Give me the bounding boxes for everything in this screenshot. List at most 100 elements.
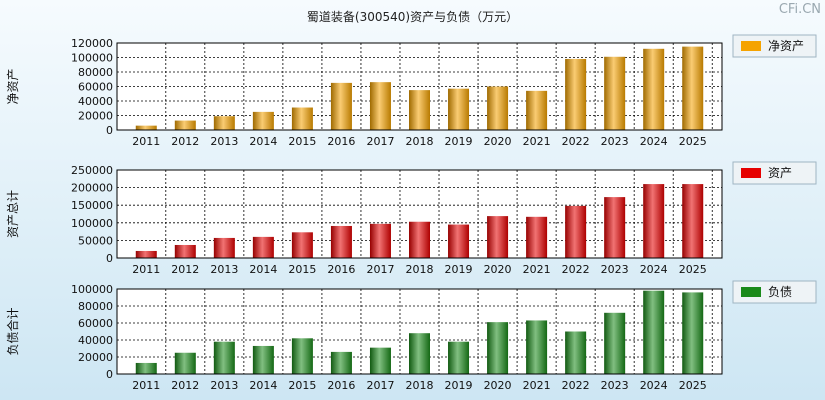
bar-2020: [487, 322, 509, 374]
x-tick-label: 2020: [484, 379, 512, 392]
bar-2022: [565, 331, 587, 374]
x-tick-label: 2013: [210, 263, 238, 276]
x-tick-label: 2022: [562, 379, 590, 392]
x-tick-label: 2025: [679, 135, 707, 148]
x-tick-label: 2024: [640, 263, 668, 276]
legend-label: 负债: [768, 285, 792, 299]
x-tick-label: 2019: [445, 135, 473, 148]
bar-2017: [369, 82, 391, 130]
bar-2023: [604, 197, 626, 258]
x-tick-label: 2019: [445, 379, 473, 392]
y-tick-label: 250000: [71, 164, 113, 177]
bar-2017: [369, 347, 391, 374]
y-tick-label: 0: [106, 252, 113, 265]
legend-label: 净资产: [768, 39, 804, 53]
y-tick-label: 80000: [78, 66, 113, 79]
x-tick-label: 2011: [132, 135, 160, 148]
bar-2013: [213, 341, 235, 374]
x-tick-label: 2016: [327, 379, 355, 392]
y-tick-label: 100000: [71, 52, 113, 65]
x-tick-label: 2014: [249, 379, 277, 392]
x-tick-label: 2012: [171, 135, 199, 148]
x-tick-label: 2014: [249, 263, 277, 276]
y-tick-label: 50000: [78, 234, 113, 247]
bar-2023: [604, 312, 626, 374]
bar-2013: [213, 237, 235, 258]
bar-2021: [526, 90, 548, 130]
x-tick-label: 2018: [406, 379, 434, 392]
bar-2018: [409, 221, 430, 258]
x-tick-label: 2024: [640, 135, 668, 148]
chart-title: 蜀道装备(300540)资产与负债（万元）: [306, 10, 519, 24]
y-tick-label: 20000: [78, 351, 113, 364]
legend-swatch: [741, 41, 761, 51]
bar-2019: [448, 88, 470, 130]
bar-2016: [330, 351, 352, 374]
y-tick-label: 80000: [78, 300, 113, 313]
x-tick-label: 2023: [601, 135, 629, 148]
bar-2011: [135, 125, 157, 130]
x-tick-label: 2017: [366, 263, 394, 276]
bar-2017: [369, 223, 391, 258]
legend-box: [732, 280, 817, 304]
y-tick-label: 40000: [78, 334, 113, 347]
x-tick-label: 2023: [601, 263, 629, 276]
bar-2015: [291, 107, 313, 130]
y-tick-label: 20000: [78, 110, 113, 123]
bar-2012: [174, 120, 196, 130]
bar-2025: [682, 292, 704, 374]
plot-frame: [116, 42, 723, 131]
bar-2015: [291, 232, 313, 258]
x-tick-label: 2015: [288, 263, 316, 276]
bar-2018: [409, 90, 430, 130]
y-tick-label: 40000: [78, 95, 113, 108]
watermark: CFi.CN: [778, 2, 821, 17]
x-tick-label: 2016: [327, 135, 355, 148]
x-tick-label: 2015: [288, 379, 316, 392]
legend-label: 资产: [768, 166, 792, 180]
plot-frame: [116, 169, 723, 259]
bar-2022: [565, 58, 587, 131]
x-tick-label: 2011: [132, 379, 160, 392]
x-tick-label: 2022: [562, 263, 590, 276]
x-tick-label: 2015: [288, 135, 316, 148]
bar-2021: [526, 216, 548, 258]
y-tick-label: 120000: [71, 37, 113, 50]
bar-2025: [682, 184, 704, 258]
bar-2024: [643, 48, 665, 130]
x-tick-label: 2021: [523, 379, 551, 392]
bar-2019: [448, 224, 470, 258]
x-tick-label: 2017: [366, 379, 394, 392]
x-tick-label: 2011: [132, 263, 160, 276]
x-tick-label: 2022: [562, 135, 590, 148]
bar-2018: [409, 333, 430, 374]
bar-2016: [330, 225, 352, 258]
bar-2022: [565, 205, 587, 258]
y-axis-label: 负债合计: [5, 307, 20, 355]
x-tick-label: 2012: [171, 379, 199, 392]
y-tick-label: 100000: [71, 283, 113, 296]
bar-2016: [330, 82, 352, 130]
x-tick-label: 2021: [523, 135, 551, 148]
bar-2020: [487, 86, 509, 130]
x-tick-label: 2021: [523, 263, 551, 276]
bar-2014: [252, 111, 274, 130]
x-tick-label: 2025: [679, 263, 707, 276]
bar-2025: [682, 46, 704, 130]
legend-swatch: [741, 168, 761, 178]
y-tick-label: 200000: [71, 182, 113, 195]
bar-2023: [604, 56, 626, 130]
y-tick-label: 150000: [71, 199, 113, 212]
legend-box: [732, 34, 817, 58]
y-axis-label: 资产总计: [6, 190, 20, 238]
x-tick-label: 2017: [366, 135, 394, 148]
y-tick-label: 60000: [78, 317, 113, 330]
legend-box: [732, 161, 817, 185]
chart-panel-3: 0 20000 40000 60000 80000 100000 2011 2012 2013 2…: [5, 280, 817, 392]
bar-2015: [291, 338, 313, 374]
y-tick-label: 0: [106, 368, 113, 381]
bar-2019: [448, 341, 470, 374]
bar-2020: [487, 216, 509, 258]
y-tick-label: 0: [106, 124, 113, 137]
bar-2014: [252, 236, 274, 258]
